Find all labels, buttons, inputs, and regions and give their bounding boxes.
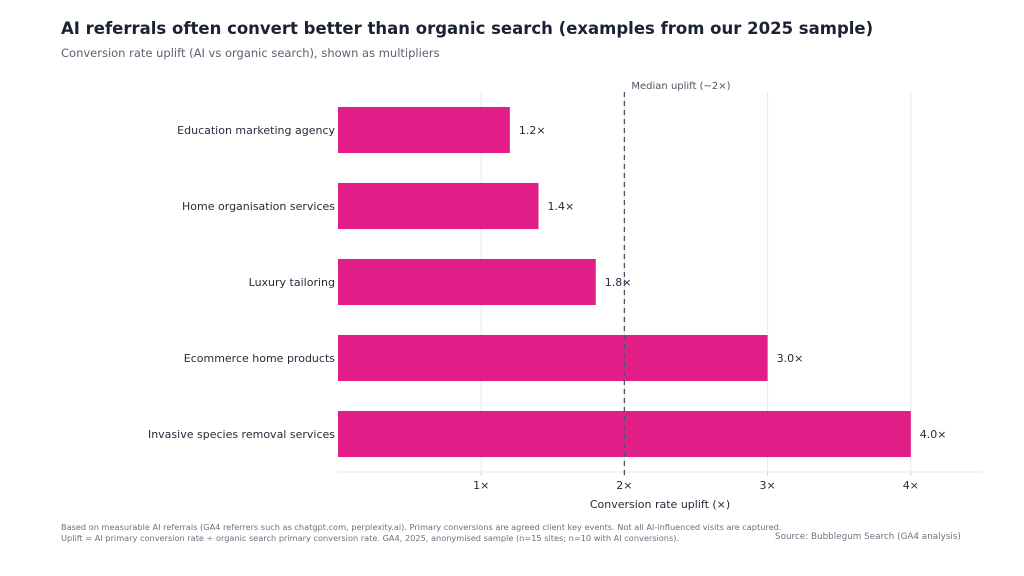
category-label: Home organisation services bbox=[182, 200, 335, 213]
chart-title: AI referrals often convert better than o… bbox=[61, 19, 874, 38]
bar bbox=[338, 259, 596, 305]
bar bbox=[338, 335, 768, 381]
bar bbox=[338, 107, 510, 153]
category-label: Luxury tailoring bbox=[249, 276, 335, 289]
chart-subtitle: Conversion rate uplift (AI vs organic se… bbox=[61, 46, 440, 60]
bar bbox=[338, 183, 539, 229]
bar-value-label: 1.2× bbox=[519, 124, 546, 137]
category-label: Ecommerce home products bbox=[184, 352, 336, 365]
x-axis-label: Conversion rate uplift (×) bbox=[590, 498, 730, 511]
source-credit: Source: Bubblegum Search (GA4 analysis) bbox=[775, 532, 961, 542]
x-tick-label: 2× bbox=[616, 479, 632, 492]
category-label: Education marketing agency bbox=[177, 124, 335, 137]
median-reference: Median uplift (~2×) bbox=[623, 81, 731, 478]
x-tick-label: 1× bbox=[473, 479, 489, 492]
category-label: Invasive species removal services bbox=[148, 428, 335, 441]
footnote-line-1: Based on measurable AI referrals (GA4 re… bbox=[61, 522, 782, 532]
bar-value-label: 1.4× bbox=[547, 200, 574, 213]
bar-value-label: 4.0× bbox=[920, 428, 947, 441]
x-tick-label: 4× bbox=[903, 479, 919, 492]
bar-value-label: 1.8× bbox=[605, 276, 632, 289]
bar-value-label: 3.0× bbox=[777, 352, 804, 365]
median-label: Median uplift (~2×) bbox=[631, 81, 730, 92]
x-axis: 1× 2× 3× 4× bbox=[338, 471, 983, 492]
footnote-line-2: Uplift = AI primary conversion rate ÷ or… bbox=[61, 532, 680, 543]
bars: Education marketing agency 1.2× Home organ… bbox=[148, 107, 947, 457]
footnote: Based on measurable AI referrals (GA4 re… bbox=[61, 522, 781, 543]
x-tick-label: 3× bbox=[759, 479, 775, 492]
